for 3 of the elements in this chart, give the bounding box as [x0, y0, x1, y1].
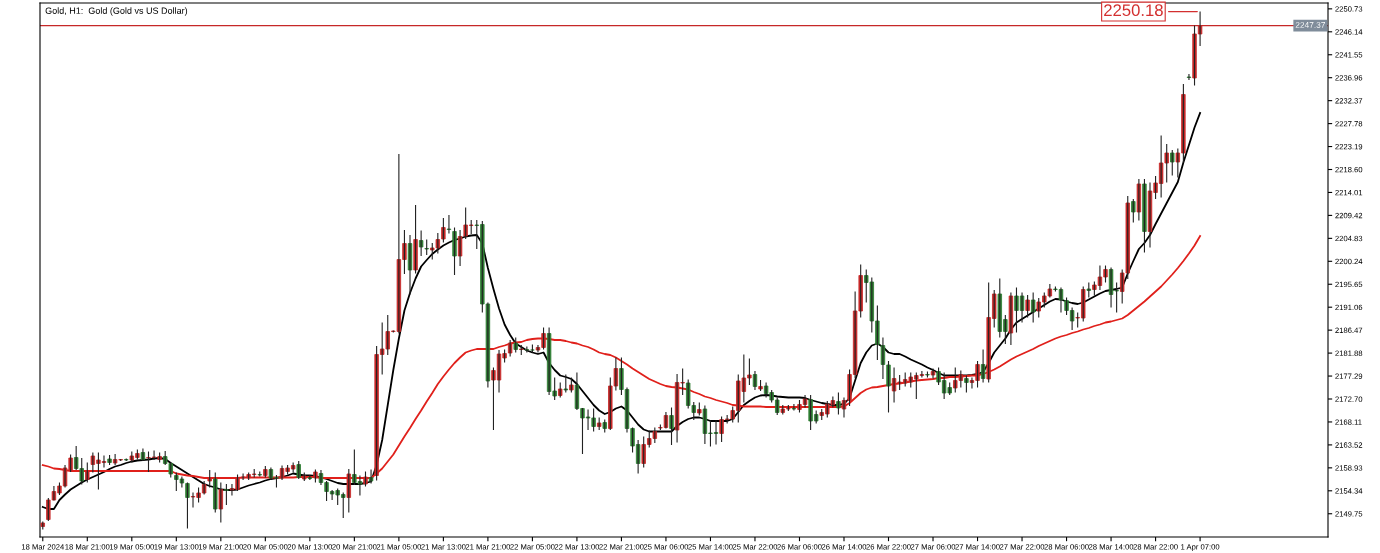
chart-title: Gold, H1: Gold (Gold vs US Dollar)	[45, 7, 188, 16]
ref-line-label: 2247.37	[1295, 21, 1326, 28]
annotation: 2250.18	[1104, 4, 1163, 17]
